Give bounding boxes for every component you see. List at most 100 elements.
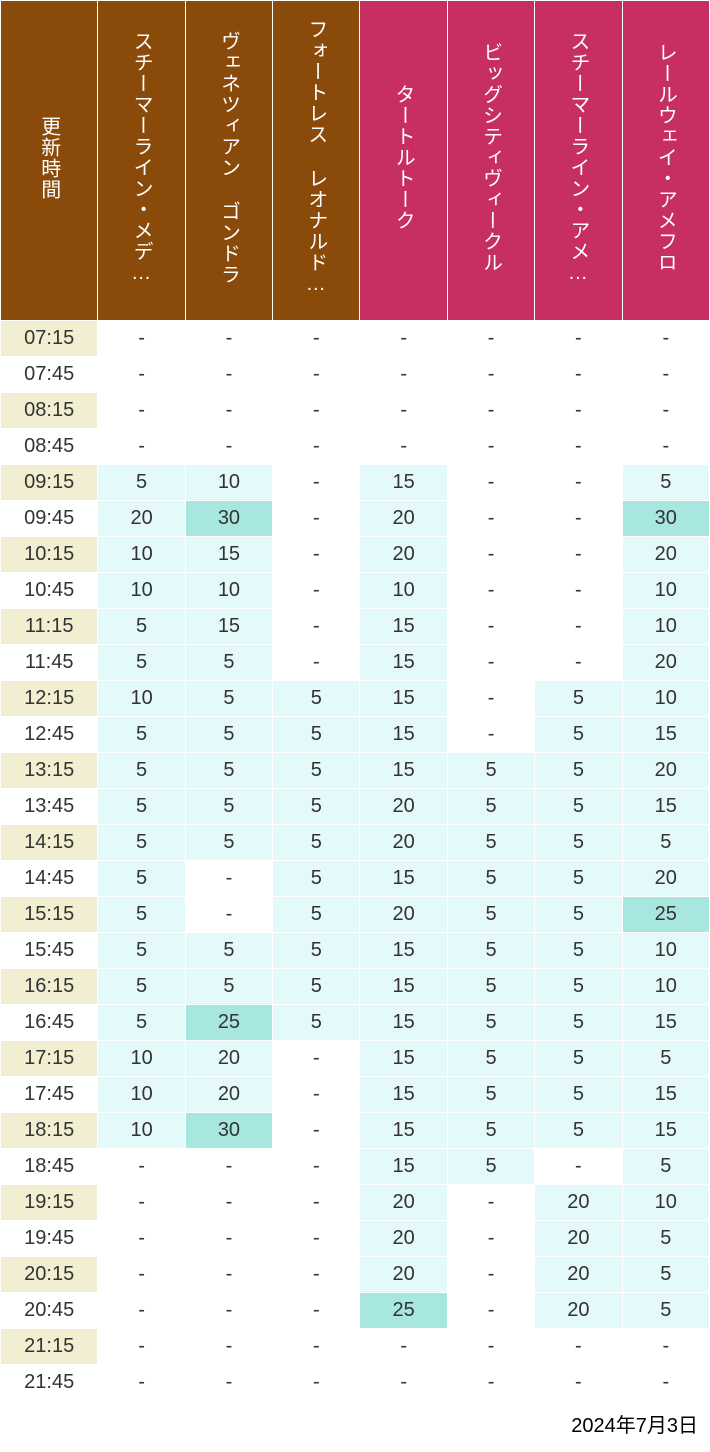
wait-time-cell: 10: [622, 1185, 709, 1221]
attraction-header-label: ビッグシティヴィークル: [477, 42, 506, 273]
wait-time-cell: -: [622, 393, 709, 429]
wait-time-cell: -: [535, 429, 622, 465]
wait-time-cell: 20: [360, 537, 447, 573]
wait-time-cell: -: [447, 537, 534, 573]
wait-time-cell: 15: [360, 717, 447, 753]
wait-time-cell: 20: [360, 897, 447, 933]
wait-time-cell: -: [98, 393, 185, 429]
table-row: 07:45-------: [1, 357, 710, 393]
wait-time-cell: 5: [98, 609, 185, 645]
time-cell: 14:15: [1, 825, 98, 861]
wait-time-cell: 10: [622, 969, 709, 1005]
wait-time-cell: 15: [622, 789, 709, 825]
wait-time-cell: -: [273, 393, 360, 429]
table-row: 16:15555155510: [1, 969, 710, 1005]
table-row: 17:151020-15555: [1, 1041, 710, 1077]
time-cell: 13:15: [1, 753, 98, 789]
wait-time-cell: 5: [622, 1293, 709, 1329]
wait-time-cell: 5: [535, 969, 622, 1005]
wait-time-cell: 5: [98, 789, 185, 825]
wait-time-cell: -: [273, 1365, 360, 1401]
wait-time-cell: -: [535, 321, 622, 357]
wait-time-cell: -: [273, 537, 360, 573]
attraction-header-6: レールウェイ・アメフロ: [622, 1, 709, 321]
wait-time-cell: 5: [447, 1041, 534, 1077]
wait-time-cell: 5: [273, 861, 360, 897]
wait-time-cell: 15: [360, 1041, 447, 1077]
wait-time-cell: 20: [622, 537, 709, 573]
time-cell: 08:45: [1, 429, 98, 465]
table-row: 15:155-5205525: [1, 897, 710, 933]
wait-time-cell: -: [273, 645, 360, 681]
wait-time-cell: -: [447, 357, 534, 393]
time-cell: 16:15: [1, 969, 98, 1005]
wait-time-cell: -: [273, 1149, 360, 1185]
table-row: 13:15555155520: [1, 753, 710, 789]
wait-time-cell: -: [185, 321, 272, 357]
wait-time-cell: 5: [535, 717, 622, 753]
wait-time-cell: -: [447, 1365, 534, 1401]
wait-time-cell: 5: [535, 753, 622, 789]
attraction-header-5: スチーマーライン・アメ…: [535, 1, 622, 321]
wait-time-cell: 20: [360, 1221, 447, 1257]
wait-time-cell: -: [360, 321, 447, 357]
wait-time-cell: -: [273, 1329, 360, 1365]
wait-time-cell: 5: [185, 717, 272, 753]
wait-time-cell: -: [535, 357, 622, 393]
table-row: 08:45-------: [1, 429, 710, 465]
attraction-header-label: ヴェネツィアン ゴンドラ: [214, 31, 243, 285]
footer-date: 2024年7月3日: [0, 1401, 710, 1442]
table-row: 16:455255155515: [1, 1005, 710, 1041]
wait-time-cell: 5: [273, 825, 360, 861]
wait-time-cell: -: [98, 1329, 185, 1365]
attraction-header-label: フォートレス レオナルド…: [302, 19, 331, 296]
table-row: 07:15-------: [1, 321, 710, 357]
wait-time-cell: 15: [360, 1149, 447, 1185]
time-cell: 08:15: [1, 393, 98, 429]
time-cell: 09:15: [1, 465, 98, 501]
wait-time-cell: -: [447, 573, 534, 609]
wait-time-cell: 5: [98, 1005, 185, 1041]
wait-time-cell: 15: [360, 681, 447, 717]
attraction-header-0: スチーマーライン・メデ…: [98, 1, 185, 321]
wait-time-cell: -: [185, 1329, 272, 1365]
time-cell: 19:45: [1, 1221, 98, 1257]
wait-time-cell: 5: [535, 897, 622, 933]
table-row: 14:1555520555: [1, 825, 710, 861]
wait-time-cell: -: [273, 321, 360, 357]
wait-time-cell: 5: [447, 1077, 534, 1113]
wait-time-cell: 5: [185, 825, 272, 861]
wait-time-cell: 5: [535, 789, 622, 825]
wait-time-cell: -: [273, 573, 360, 609]
wait-time-cell: 5: [622, 1149, 709, 1185]
wait-time-cell: 15: [622, 717, 709, 753]
wait-time-cell: 5: [447, 753, 534, 789]
wait-time-cell: -: [535, 465, 622, 501]
wait-time-cell: 10: [98, 537, 185, 573]
wait-time-cell: 30: [185, 1113, 272, 1149]
wait-time-cell: 5: [273, 753, 360, 789]
wait-time-cell: 15: [622, 1005, 709, 1041]
wait-time-cell: 20: [622, 753, 709, 789]
wait-time-cell: 5: [98, 753, 185, 789]
wait-time-cell: -: [273, 1185, 360, 1221]
wait-time-cell: -: [273, 1257, 360, 1293]
wait-time-cell: 10: [98, 1041, 185, 1077]
wait-time-cell: 10: [622, 573, 709, 609]
time-cell: 11:45: [1, 645, 98, 681]
wait-time-cell: 20: [535, 1185, 622, 1221]
wait-time-cell: 5: [98, 897, 185, 933]
wait-time-cell: 5: [535, 861, 622, 897]
time-cell: 07:45: [1, 357, 98, 393]
wait-time-cell: 20: [360, 1185, 447, 1221]
wait-time-cell: -: [447, 717, 534, 753]
wait-time-cell: -: [185, 1149, 272, 1185]
wait-time-cell: 10: [98, 1077, 185, 1113]
wait-time-cell: 30: [185, 501, 272, 537]
attraction-header-label: タートルトーク: [389, 84, 418, 231]
table-row: 20:15---20-205: [1, 1257, 710, 1293]
wait-time-cell: -: [273, 1113, 360, 1149]
attraction-header-2: フォートレス レオナルド…: [273, 1, 360, 321]
wait-time-cell: -: [447, 393, 534, 429]
wait-time-cell: 5: [622, 1257, 709, 1293]
